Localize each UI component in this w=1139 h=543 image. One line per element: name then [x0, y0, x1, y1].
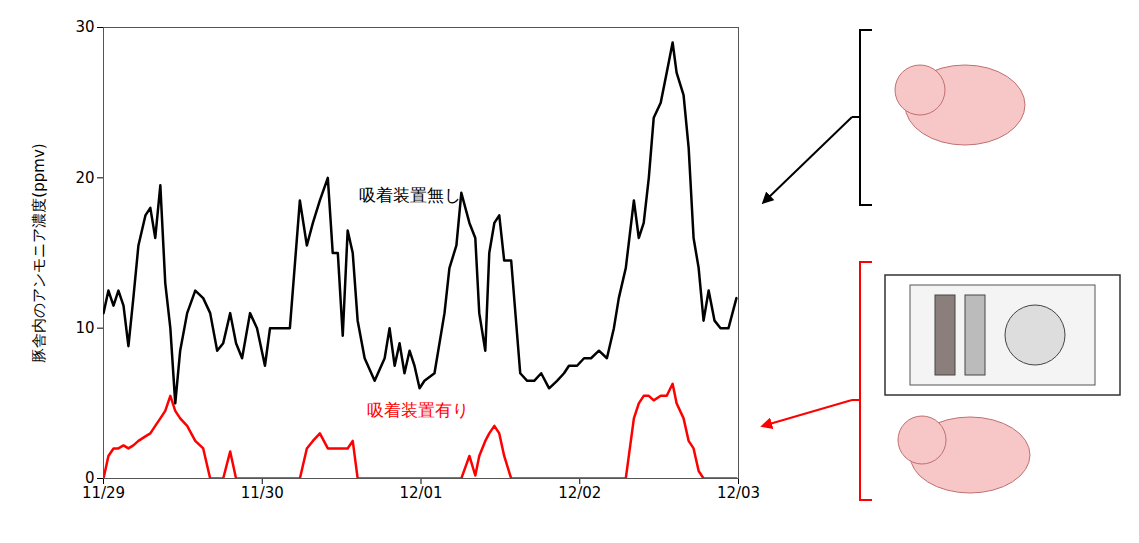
svg-text:吸着装置有り: 吸着装置有り	[367, 400, 469, 420]
svg-text:0: 0	[85, 469, 95, 488]
svg-text:12/02: 12/02	[558, 484, 601, 502]
svg-text:豚舎内のアンモニア濃度(ppmv): 豚舎内のアンモニア濃度(ppmv)	[30, 143, 48, 362]
svg-text:20: 20	[75, 169, 94, 187]
svg-text:10: 10	[75, 319, 94, 337]
svg-text:12/03: 12/03	[717, 484, 760, 502]
svg-text:吸着装置無し: 吸着装置無し	[359, 185, 461, 205]
svg-text:11/30: 11/30	[241, 484, 284, 502]
svg-text:30: 30	[75, 18, 94, 36]
svg-text:11/29: 11/29	[82, 484, 125, 502]
svg-text:12/01: 12/01	[399, 484, 442, 502]
